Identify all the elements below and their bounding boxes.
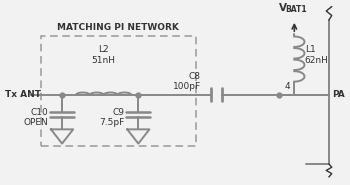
Bar <box>41 36 196 146</box>
Text: BAT1: BAT1 <box>285 5 307 14</box>
Text: 7.5pF: 7.5pF <box>99 118 125 127</box>
Text: 4: 4 <box>285 82 290 91</box>
Text: PA: PA <box>332 90 345 99</box>
Text: C10: C10 <box>30 108 48 117</box>
Text: OPEN: OPEN <box>23 118 48 127</box>
Text: Tx ANT: Tx ANT <box>5 90 41 99</box>
Text: 51nH: 51nH <box>92 56 116 65</box>
Text: V: V <box>279 3 287 13</box>
Text: MATCHING PI NETWORK: MATCHING PI NETWORK <box>57 23 178 31</box>
Text: C8: C8 <box>189 72 201 81</box>
Text: L2: L2 <box>98 45 109 54</box>
Text: C9: C9 <box>112 108 125 117</box>
Text: L1: L1 <box>305 45 315 54</box>
Text: 62nH: 62nH <box>305 56 329 65</box>
Text: 100pF: 100pF <box>173 82 201 91</box>
